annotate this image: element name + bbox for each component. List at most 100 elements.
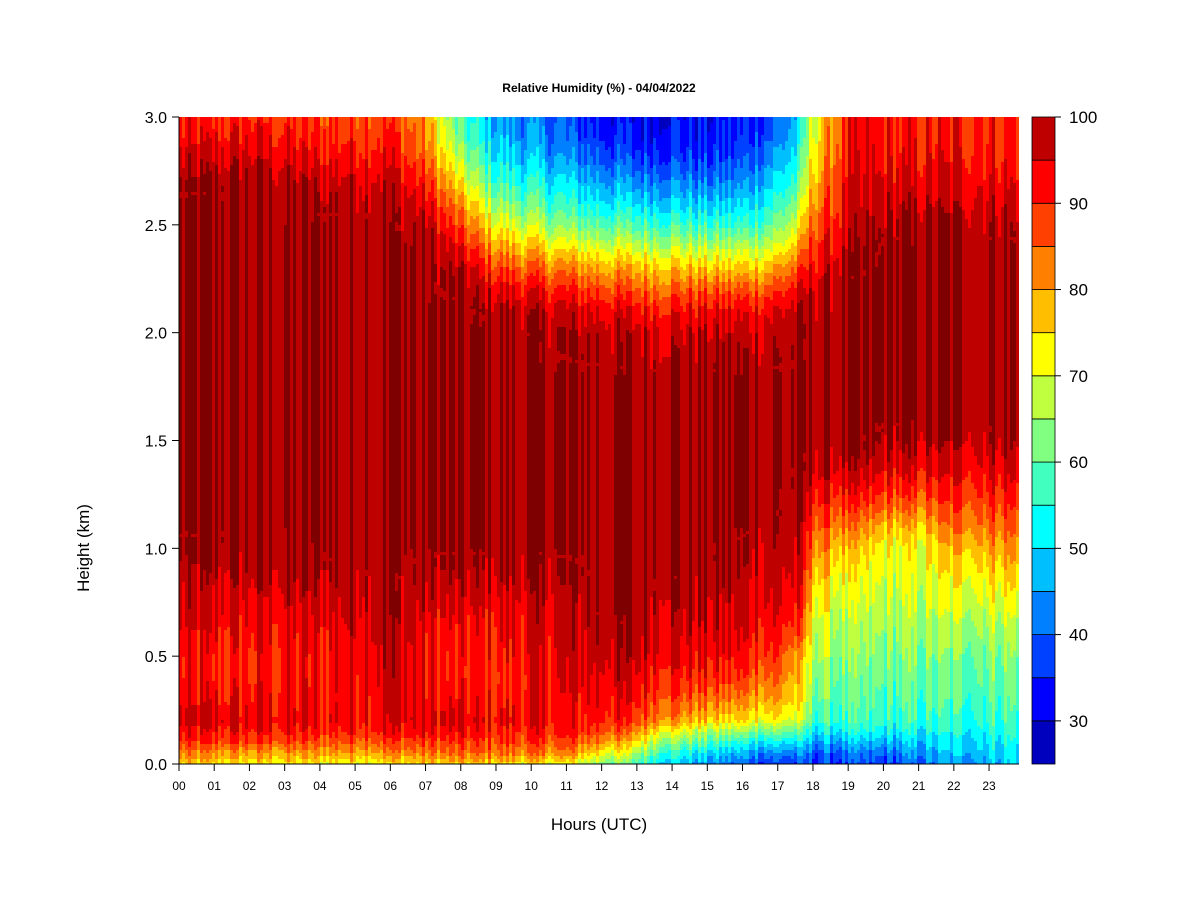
- heatmap-cell: [992, 465, 995, 495]
- heatmap-cell: [755, 723, 758, 726]
- heatmap-cell: [278, 693, 281, 729]
- heatmap-cell: [815, 735, 818, 744]
- heatmap-cell: [713, 642, 716, 678]
- heatmap-cell: [776, 291, 779, 306]
- heatmap-cell: [575, 303, 578, 330]
- heatmap-cell: [314, 597, 317, 729]
- heatmap-cell: [602, 675, 605, 723]
- heatmap-cell: [1016, 510, 1019, 537]
- heatmap-cell: [938, 717, 941, 735]
- heatmap-cell: [311, 753, 314, 762]
- heatmap-cell: [608, 741, 611, 747]
- heatmap-cell: [596, 363, 599, 366]
- heatmap-cell: [359, 117, 362, 153]
- heatmap-cell: [806, 492, 809, 531]
- heatmap-cell: [194, 144, 197, 177]
- heatmap-cell: [707, 597, 710, 657]
- heatmap-cell: [662, 198, 665, 213]
- heatmap-cell: [197, 750, 200, 759]
- heatmap-cell: [407, 165, 410, 198]
- heatmap-cell: [542, 117, 545, 126]
- heatmap-cell: [296, 723, 299, 741]
- heatmap-cell: [626, 276, 629, 291]
- heatmap-cell: [734, 690, 737, 705]
- heatmap-cell: [602, 183, 605, 201]
- heatmap-cell: [365, 159, 368, 195]
- heatmap-cell: [809, 237, 812, 264]
- heatmap-cell: [812, 204, 815, 231]
- heatmap-cell: [641, 357, 644, 636]
- heatmap-cell: [680, 267, 683, 279]
- heatmap-cell: [278, 648, 281, 693]
- heatmap-cell: [623, 237, 626, 249]
- heatmap-cell: [710, 165, 713, 186]
- heatmap-cell: [404, 738, 407, 750]
- heatmap-cell: [239, 180, 242, 552]
- heatmap-cell: [647, 174, 650, 192]
- heatmap-cell: [266, 117, 269, 123]
- heatmap-cell: [650, 303, 653, 321]
- heatmap-cell: [1010, 177, 1013, 222]
- heatmap-cell: [326, 117, 329, 126]
- heatmap-cell: [488, 732, 491, 750]
- heatmap-column: [791, 117, 794, 764]
- heatmap-cell: [989, 174, 992, 222]
- heatmap-cell: [731, 198, 734, 213]
- heatmap-cell: [770, 588, 773, 642]
- heatmap-cell: [194, 630, 197, 705]
- heatmap-cell: [770, 168, 773, 189]
- heatmap-cell: [893, 627, 896, 681]
- heatmap-cell: [995, 591, 998, 621]
- heatmap-column: [257, 117, 260, 764]
- heatmap-cell: [764, 735, 767, 741]
- heatmap-cell: [707, 717, 710, 723]
- heatmap-cell: [776, 255, 779, 264]
- heatmap-cell: [923, 729, 926, 744]
- heatmap-cell: [833, 540, 836, 567]
- heatmap-cell: [659, 363, 662, 600]
- x-tick-label: 18: [806, 779, 820, 793]
- heatmap-cell: [254, 732, 257, 744]
- heatmap-cell: [368, 213, 371, 576]
- heatmap-cell: [485, 174, 488, 192]
- heatmap-cell: [305, 678, 308, 729]
- heatmap-cell: [413, 558, 416, 564]
- heatmap-cell: [203, 630, 206, 702]
- heatmap-cell: [704, 762, 707, 764]
- heatmap-cell: [515, 216, 518, 228]
- heatmap-cell: [578, 252, 581, 261]
- heatmap-column: [200, 117, 203, 764]
- heatmap-cell: [650, 168, 653, 186]
- heatmap-cell: [908, 747, 911, 759]
- heatmap-cell: [773, 549, 776, 627]
- heatmap-cell: [791, 267, 794, 282]
- heatmap-cell: [707, 657, 710, 687]
- heatmap-cell: [269, 645, 272, 693]
- heatmap-cell: [557, 300, 560, 327]
- heatmap-cell: [749, 144, 752, 171]
- heatmap-cell: [935, 735, 938, 750]
- heatmap-cell: [494, 756, 497, 762]
- heatmap-cell: [551, 186, 554, 204]
- heatmap-cell: [182, 753, 185, 762]
- heatmap-cell: [827, 504, 830, 528]
- heatmap-cell: [776, 243, 779, 255]
- heatmap-cell: [776, 306, 779, 348]
- heatmap-cell: [734, 207, 737, 222]
- heatmap-cell: [875, 747, 878, 756]
- heatmap-cell: [197, 144, 200, 177]
- heatmap-cell: [647, 279, 650, 291]
- heatmap-cell: [734, 168, 737, 189]
- heatmap-cell: [503, 138, 506, 165]
- heatmap-cell: [476, 588, 479, 636]
- heatmap-cell: [239, 615, 242, 717]
- heatmap-cell: [671, 744, 674, 750]
- heatmap-cell: [632, 723, 635, 732]
- heatmap-cell: [518, 165, 521, 186]
- heatmap-cell: [758, 147, 761, 171]
- x-tick-label: 09: [489, 779, 503, 793]
- heatmap-cell: [509, 744, 512, 753]
- heatmap-cell: [653, 705, 656, 723]
- heatmap-cell: [476, 246, 479, 264]
